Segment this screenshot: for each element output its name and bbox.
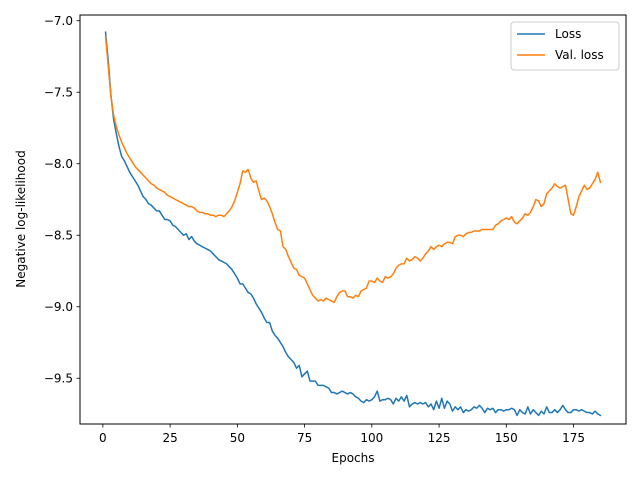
legend-label-loss: Loss [555,27,581,41]
legend: Loss Val. loss [510,21,620,71]
y-axis-label: Negative log-likelihood [14,150,28,287]
series-line-0 [104,31,602,417]
legend-label-val-loss: Val. loss [555,48,604,62]
axes-frame [79,14,627,425]
x-axis-ticks: 0 25 50 75 100 125 150 175 [99,424,585,445]
y-tick-label: −9.0 [44,300,73,314]
y-tick-label: −9.5 [44,372,73,386]
x-tick-label: 75 [297,431,312,445]
x-axis-label: Epochs [332,451,375,465]
series-layer [104,31,602,417]
y-axis-ticks: −9.5 −9.0 −8.5 −8.0 −7.5 −7.0 [44,14,80,386]
x-tick-label: 100 [360,431,383,445]
x-tick-label: 125 [428,431,451,445]
x-tick-label: 150 [495,431,518,445]
y-tick-label: −8.0 [44,157,73,171]
y-tick-label: −7.0 [44,14,73,28]
x-tick-label: 50 [230,431,245,445]
x-tick-label: 0 [99,431,107,445]
series-line-1 [104,35,602,304]
y-tick-label: −8.5 [44,229,73,243]
y-tick-label: −7.5 [44,86,73,100]
x-tick-label: 175 [562,431,585,445]
x-tick-label: 25 [162,431,177,445]
